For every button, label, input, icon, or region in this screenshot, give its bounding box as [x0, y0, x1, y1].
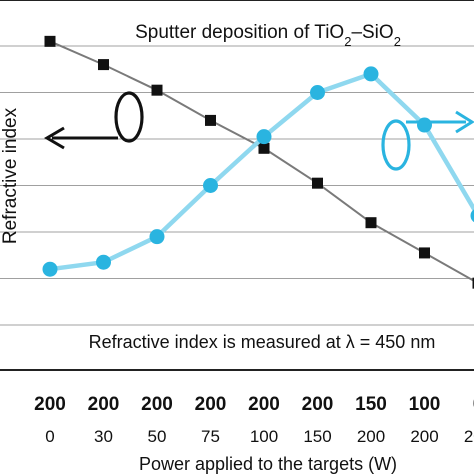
- measurement-annotation: Refractive index is measured at λ = 450 …: [89, 332, 436, 352]
- x-tick-label-row2: 100: [250, 427, 278, 446]
- x-tick-label-row2: 75: [201, 427, 220, 446]
- x-tick-label-row1: 200: [195, 394, 227, 415]
- plot-frame: [0, 0, 474, 371]
- x-tick-label-row1: 150: [355, 394, 387, 415]
- data-point-square: [205, 114, 216, 126]
- right-arrow-icon: [455, 110, 474, 134]
- x-tick-label-row1: 200: [88, 394, 120, 415]
- x-ticks-row2: 0 30 50 75 100 150 200 200 200: [45, 427, 474, 446]
- y-axis-label: Refractive index: [0, 107, 21, 244]
- data-point-square: [365, 217, 377, 229]
- data-point-circle: [203, 178, 218, 193]
- x-ticks-row1: 200 200 200 200 200 200 150 100 0: [34, 394, 474, 415]
- data-point-circle: [363, 66, 379, 82]
- data-point-square: [472, 277, 474, 289]
- series-indicator-ellipse-right: [381, 119, 411, 171]
- x-tick-label-row1: 200: [302, 394, 334, 415]
- x-tick-label-row1: 100: [409, 394, 441, 415]
- x-tick-label-row2: 0: [45, 427, 54, 446]
- legend-marker-left: [44, 91, 144, 150]
- series-line-squares: [49, 40, 474, 283]
- data-point-square: [419, 247, 430, 259]
- data-point-circle: [42, 261, 58, 277]
- chart-title: Sputter deposition of TiO2–SiO2: [135, 22, 401, 49]
- x-tick-label-row2: 200: [357, 427, 385, 446]
- x-tick-label-row2: 150: [303, 427, 331, 446]
- x-tick-label-row1: 200: [141, 394, 173, 415]
- x-axis-label: Power applied to the targets (W): [139, 454, 397, 474]
- data-point-circle: [149, 229, 165, 245]
- data-point-square: [258, 142, 270, 154]
- x-tick-label-row2: 200: [464, 427, 474, 446]
- data-point-circle: [256, 129, 272, 145]
- data-point-circle: [470, 209, 474, 223]
- data-point-square: [312, 177, 323, 189]
- data-point-square: [151, 84, 163, 96]
- grid-lines: [0, 45, 474, 326]
- legend-marker-right: [381, 110, 474, 171]
- x-tick-label-row2: 30: [94, 427, 113, 446]
- left-arrow-icon: [44, 126, 65, 150]
- data-point-circle: [96, 254, 111, 270]
- x-tick-label-row2: 200: [410, 427, 438, 446]
- x-tick-label-row1: 0: [473, 394, 474, 415]
- series-layer: [42, 35, 474, 289]
- data-point-square: [44, 35, 56, 47]
- x-tick-label-row1: 200: [248, 394, 280, 415]
- series-indicator-ellipse-left: [114, 91, 144, 143]
- series-line-circles: [49, 71, 474, 272]
- data-point-square: [98, 59, 109, 71]
- x-tick-label-row1: 200: [34, 394, 66, 415]
- data-point-circle: [417, 117, 432, 133]
- x-tick-label-row2: 50: [148, 427, 167, 446]
- data-point-circle: [310, 85, 325, 100]
